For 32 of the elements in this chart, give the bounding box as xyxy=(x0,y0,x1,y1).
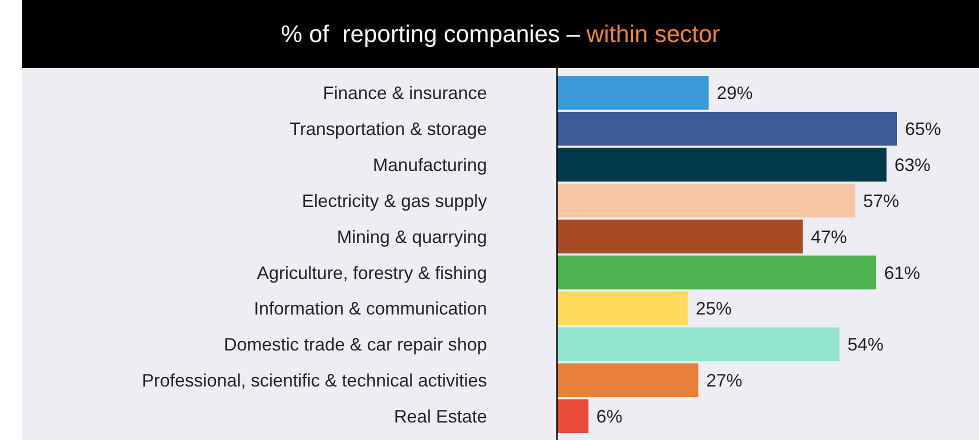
y-tick-label: Real Estate xyxy=(394,406,487,426)
bar xyxy=(557,76,709,110)
y-tick-label: Mining & quarrying xyxy=(336,226,487,247)
y-tick-label: Transportation & storage xyxy=(290,119,487,140)
bar xyxy=(557,399,588,433)
bar xyxy=(557,112,897,146)
data-label: 57% xyxy=(863,190,900,211)
bar xyxy=(557,184,856,218)
chart-title: % of reporting companies – xyxy=(281,21,581,48)
chart-subtitle: within sector xyxy=(580,21,720,48)
y-tick-label: Electricity & gas supply xyxy=(302,190,487,211)
data-label: 65% xyxy=(905,119,942,140)
bar xyxy=(557,256,876,290)
bar xyxy=(557,148,887,182)
data-label: 61% xyxy=(884,262,920,283)
data-label: 63% xyxy=(894,155,931,176)
data-label: 47% xyxy=(810,226,847,247)
y-tick-label: Finance & insurance xyxy=(322,83,487,104)
y-tick-label: Domestic trade & car repair shop xyxy=(224,334,487,355)
data-label: 54% xyxy=(847,334,884,355)
data-label: 6% xyxy=(596,406,622,426)
y-tick-label: Manufacturing xyxy=(372,155,487,176)
y-tick-label: Professional, scientific & technical activities xyxy=(142,370,487,391)
y-tick-label: Information & communication xyxy=(254,298,487,319)
data-label: 27% xyxy=(706,370,742,391)
bar xyxy=(557,220,803,254)
bar xyxy=(557,327,840,362)
y-tick-label: Agriculture, forestry & fishing xyxy=(256,262,487,283)
data-label: 25% xyxy=(696,298,732,319)
bar xyxy=(557,363,698,398)
bar xyxy=(557,291,688,326)
data-label: 29% xyxy=(716,83,753,104)
